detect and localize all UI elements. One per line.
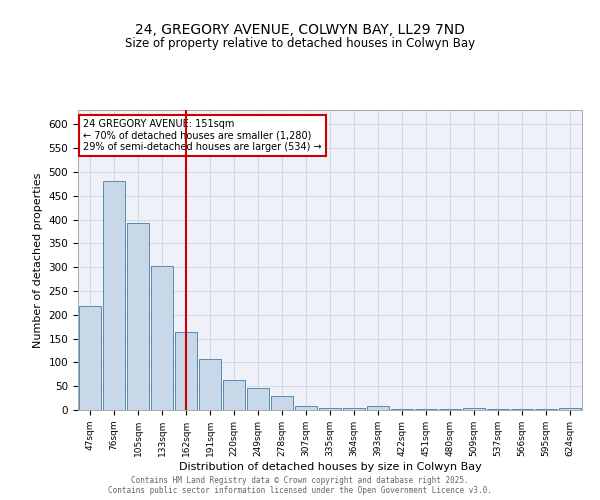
Bar	[343, 408, 365, 410]
Bar	[367, 406, 389, 410]
Bar	[391, 408, 413, 410]
Bar	[487, 408, 509, 410]
Bar	[223, 380, 245, 410]
Bar	[271, 396, 293, 410]
Bar	[151, 266, 173, 410]
Bar	[439, 408, 461, 410]
Bar	[319, 408, 341, 410]
Text: Size of property relative to detached houses in Colwyn Bay: Size of property relative to detached ho…	[125, 38, 475, 51]
Bar	[559, 408, 581, 410]
Y-axis label: Number of detached properties: Number of detached properties	[33, 172, 43, 348]
Text: 24 GREGORY AVENUE: 151sqm
← 70% of detached houses are smaller (1,280)
29% of se: 24 GREGORY AVENUE: 151sqm ← 70% of detac…	[83, 119, 322, 152]
Bar	[79, 306, 101, 410]
X-axis label: Distribution of detached houses by size in Colwyn Bay: Distribution of detached houses by size …	[179, 462, 481, 471]
Bar	[103, 182, 125, 410]
Text: 24, GREGORY AVENUE, COLWYN BAY, LL29 7ND: 24, GREGORY AVENUE, COLWYN BAY, LL29 7ND	[135, 22, 465, 36]
Bar	[415, 408, 437, 410]
Bar	[295, 406, 317, 410]
Bar	[463, 408, 485, 410]
Bar	[247, 388, 269, 410]
Bar	[175, 332, 197, 410]
Bar	[535, 409, 557, 410]
Bar	[511, 409, 533, 410]
Bar	[199, 359, 221, 410]
Bar	[127, 223, 149, 410]
Text: Contains HM Land Registry data © Crown copyright and database right 2025.
Contai: Contains HM Land Registry data © Crown c…	[108, 476, 492, 495]
